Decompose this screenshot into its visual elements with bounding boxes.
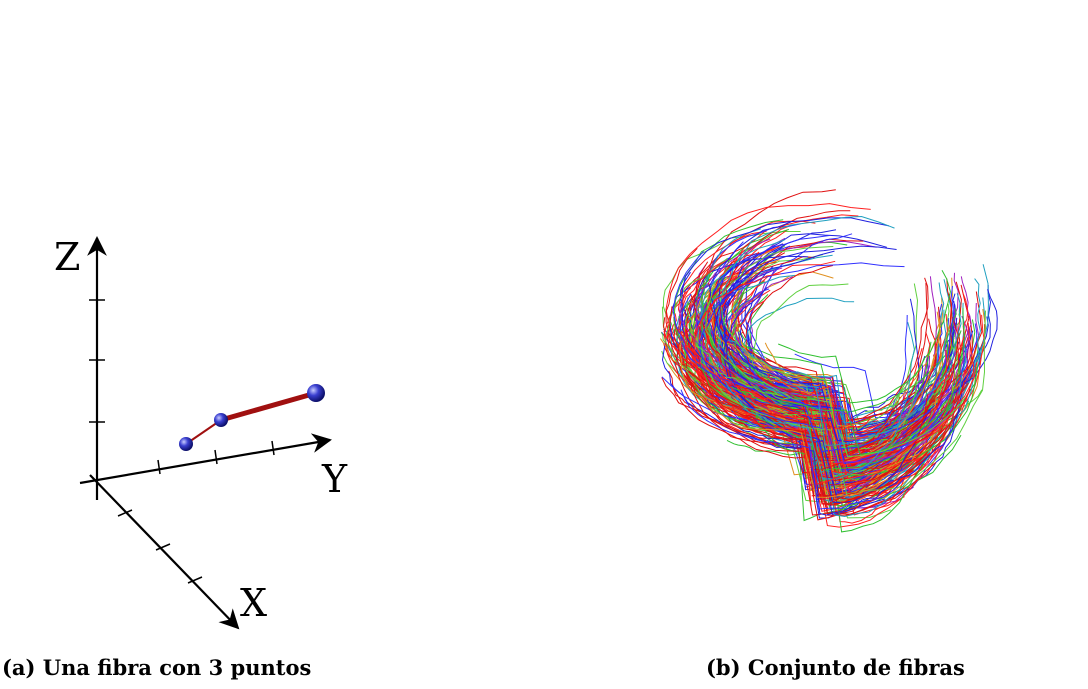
fiber-line (681, 217, 890, 399)
fiber-line (831, 291, 983, 435)
fiber-line (683, 316, 960, 488)
fiber-line (730, 361, 918, 490)
fiber-line (694, 273, 847, 485)
fiber-line (705, 279, 967, 458)
fiber-line (684, 354, 885, 521)
fiber-line (672, 250, 941, 471)
fiber-bundle (659, 189, 998, 533)
fiber-line (675, 274, 795, 419)
fiber-segment (185, 419, 222, 445)
fiber-line (806, 293, 962, 446)
fiber-line (679, 293, 932, 453)
fiber-line (776, 309, 947, 443)
fiber-line (725, 337, 929, 504)
caption: (b) Conjunto de fibras (706, 655, 965, 680)
fiber-point (179, 437, 193, 451)
fiber-line (759, 388, 935, 439)
fiber-line (668, 306, 926, 506)
fiber-line (778, 270, 951, 404)
fiber-line (679, 341, 889, 498)
fiber-line (688, 370, 965, 498)
fiber-line (721, 284, 815, 439)
fiber-line (694, 359, 932, 482)
fiber-line (723, 286, 846, 498)
fiber-line (698, 262, 905, 430)
fiber-point (214, 413, 228, 427)
fiber-line (882, 328, 972, 502)
fiber-line (738, 317, 941, 463)
fiber-line (673, 219, 812, 406)
axes-diagram (79, 236, 332, 630)
fiber-line (675, 326, 937, 516)
fiber-line (696, 234, 831, 420)
fiber-line (767, 373, 873, 431)
fiber (179, 384, 325, 451)
fiber-line (736, 307, 966, 455)
caption: (a) Una fibra con 3 puntos (2, 655, 311, 680)
fiber-line (719, 246, 834, 382)
ticks (89, 299, 275, 584)
fiber-line (724, 253, 856, 484)
fiber-line (721, 246, 814, 389)
fiber-point (307, 384, 325, 402)
fiber-line (709, 221, 853, 443)
fiber-line (692, 381, 851, 496)
fiber-line (807, 409, 961, 516)
fiber-line (677, 328, 854, 474)
fiber-line (697, 334, 791, 400)
fiber-line (706, 289, 858, 427)
fiber-line (765, 277, 929, 423)
fiber-line (724, 321, 915, 480)
fiber-line (733, 328, 920, 457)
axis-label: Y (321, 457, 348, 501)
fiber-line (713, 296, 855, 469)
axis-label: Z (54, 235, 80, 279)
fiber-line (718, 325, 888, 426)
fiber-line (661, 350, 790, 433)
y-axis (79, 433, 332, 485)
axis-label: X (240, 581, 267, 625)
fiber-line (667, 345, 967, 482)
fiber-line (661, 376, 766, 421)
fiber-line (686, 296, 953, 482)
fiber-line (702, 382, 936, 470)
fiber-line (824, 302, 966, 503)
x-axis (89, 474, 240, 630)
fiber-line (699, 293, 810, 439)
fiber-line (680, 389, 905, 510)
fiber-line (684, 315, 935, 480)
fiber-line (718, 250, 850, 473)
fiber-segment (220, 390, 317, 423)
fiber-line (716, 322, 902, 458)
